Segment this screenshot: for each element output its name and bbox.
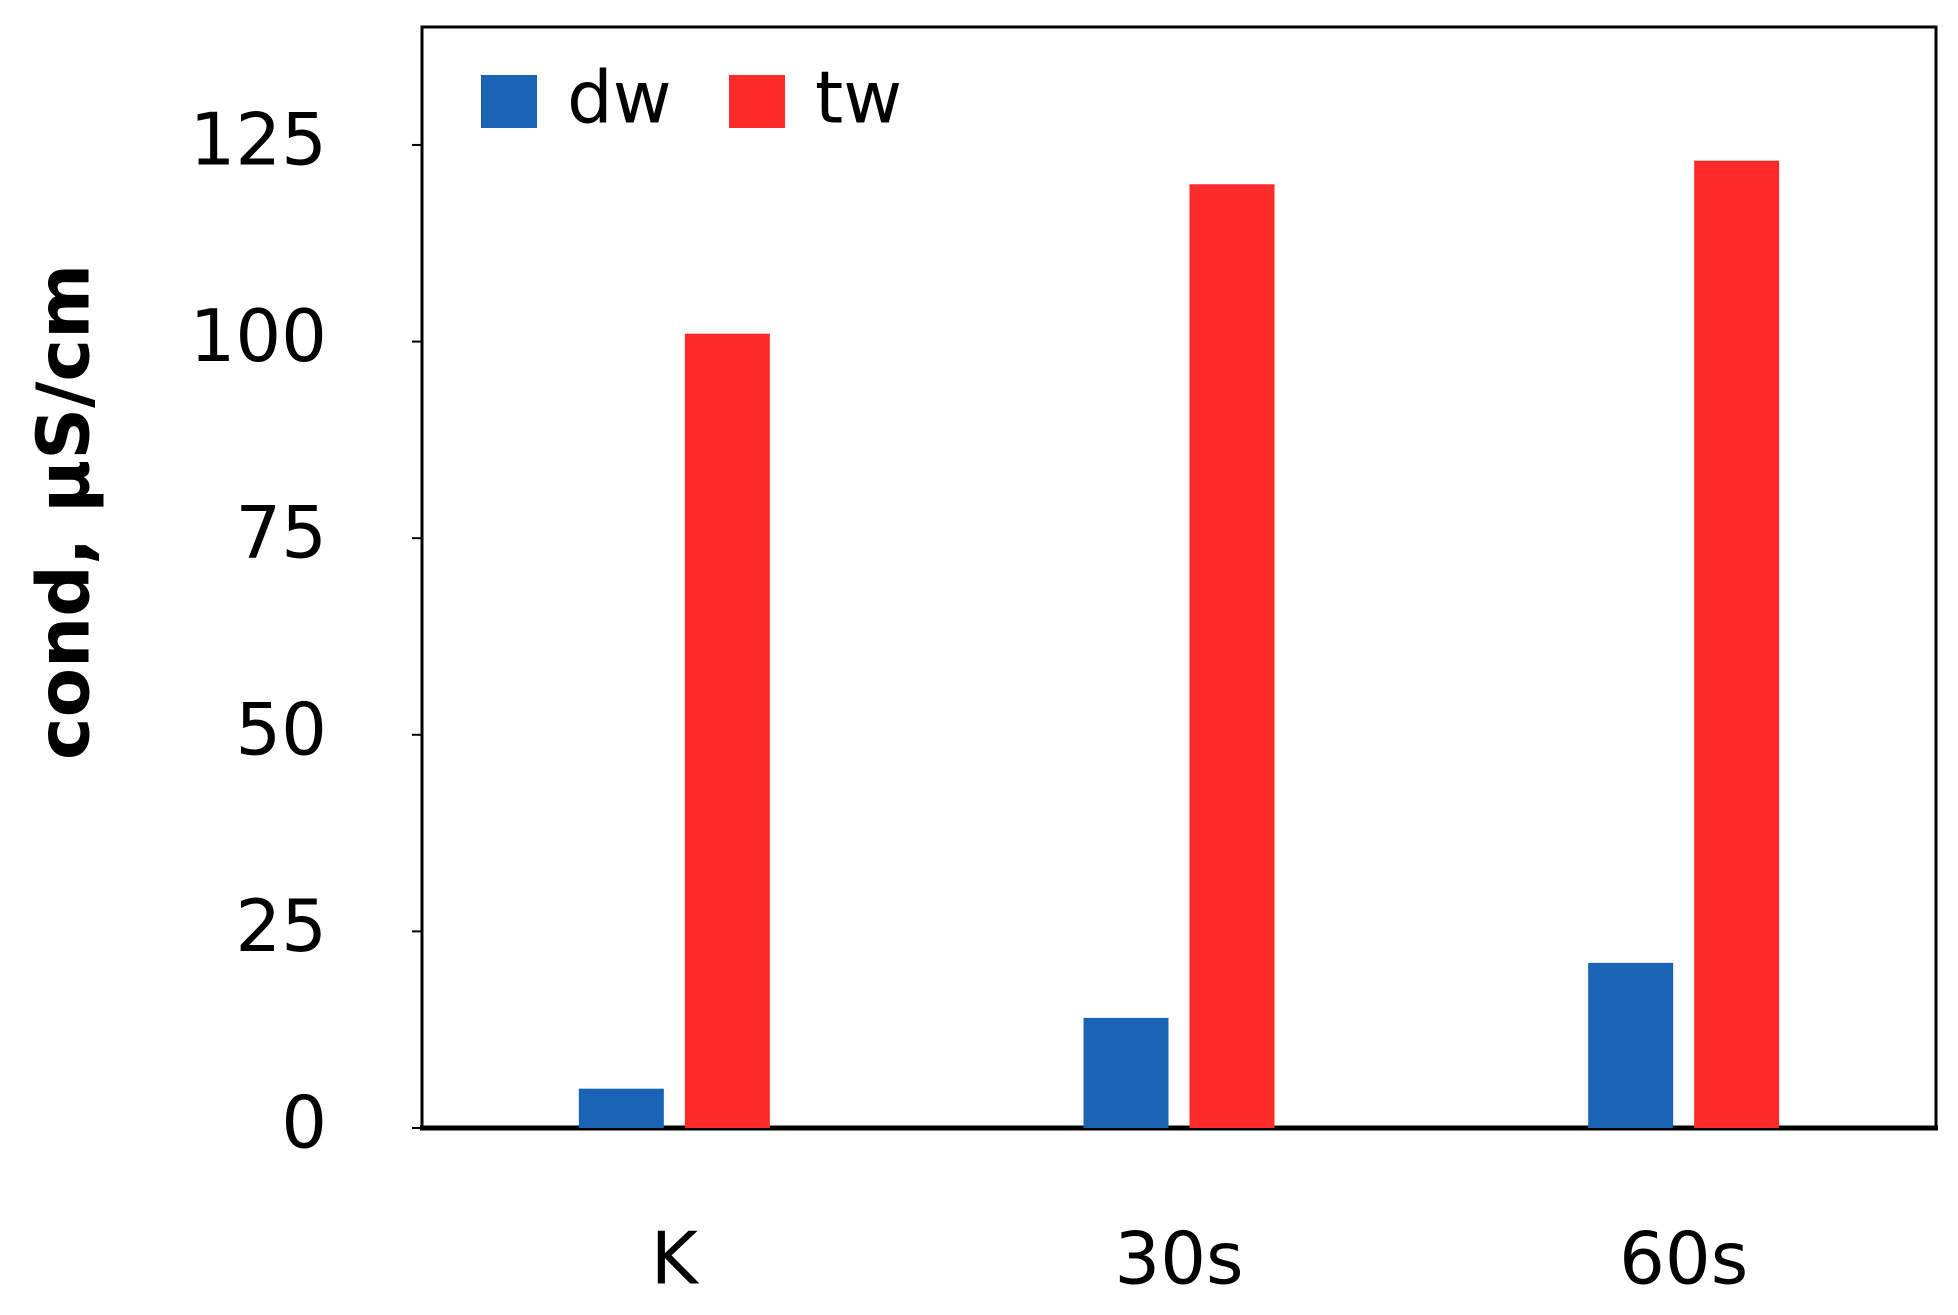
legend-swatch [729,75,785,128]
bar [578,1088,664,1128]
y-tick-label: 100 [190,294,327,378]
y-tick-label: 25 [235,884,327,968]
x-tick-label: 60s [1619,1217,1748,1301]
y-axis-label: cond, µS/cm [22,264,106,760]
bar [1083,1017,1169,1128]
legend-label: tw [815,56,902,140]
bar [1694,160,1780,1128]
legend-label: dw [567,56,672,140]
x-tick-label: 30s [1114,1217,1243,1301]
y-tick-label: 0 [281,1081,327,1165]
y-tick-label: 50 [235,687,327,771]
y-tick-label: 125 [190,97,327,181]
y-tick-label: 75 [235,491,327,575]
bar [684,333,770,1128]
x-tick-label: K [651,1217,700,1301]
bar [1189,184,1275,1129]
legend-swatch [481,75,537,128]
bar [1588,962,1674,1128]
